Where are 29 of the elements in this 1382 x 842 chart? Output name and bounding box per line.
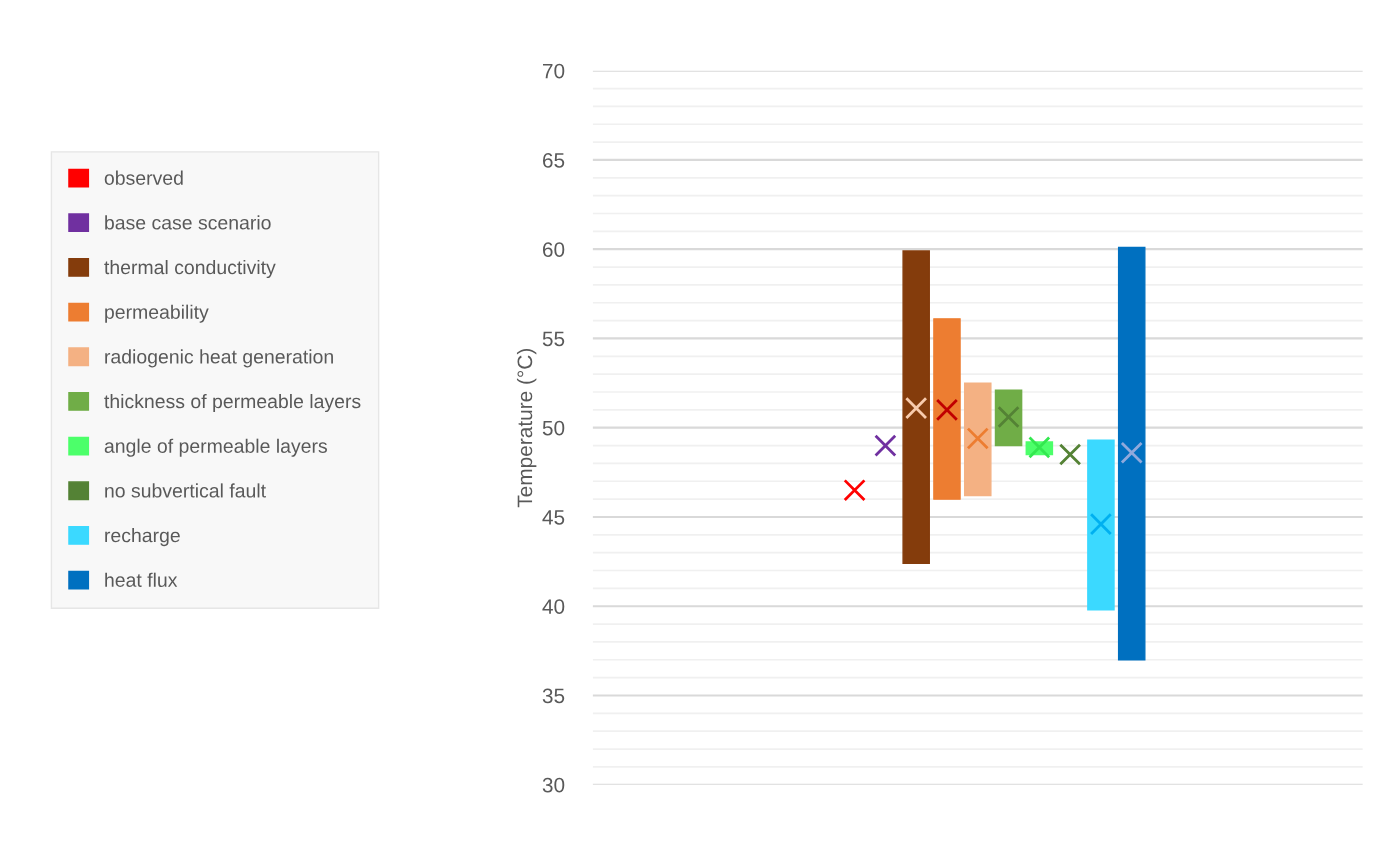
point	[843, 479, 866, 502]
legend-label: heat flux	[105, 572, 178, 587]
y-tick-label: 60	[542, 242, 565, 257]
legend-label: thickness of permeable layers	[104, 393, 361, 413]
y-tick-label: 70	[543, 63, 565, 79]
point	[966, 427, 989, 450]
legend-label: radiogenic heat generation	[105, 349, 333, 368]
point	[1089, 512, 1113, 536]
y-tick-label: 55	[542, 331, 565, 347]
y-tick-label: 65	[542, 152, 565, 168]
point	[935, 398, 959, 422]
legend-label: observed	[104, 170, 183, 185]
y-axis-title: Temperature (°C)	[516, 349, 537, 508]
y-tick-label: 30	[542, 777, 565, 793]
legend-label: angle of permeable layers	[104, 438, 327, 457]
y-tick-label: 45	[542, 510, 565, 525]
legend-label: base case scenario	[105, 215, 271, 230]
legend-label: permeability	[105, 304, 209, 323]
point	[874, 434, 897, 457]
y-tick-label: 50	[542, 420, 565, 436]
y-tick-label: 40	[542, 599, 565, 614]
y-tick-label: 35	[542, 688, 565, 704]
legend-label: no subvertical fault	[105, 483, 266, 498]
legend-label: recharge	[105, 528, 180, 547]
point	[1028, 436, 1051, 459]
legend-label: thermal conductivity	[104, 259, 276, 279]
point	[1058, 443, 1082, 466]
point	[1120, 441, 1143, 464]
point	[904, 396, 928, 420]
